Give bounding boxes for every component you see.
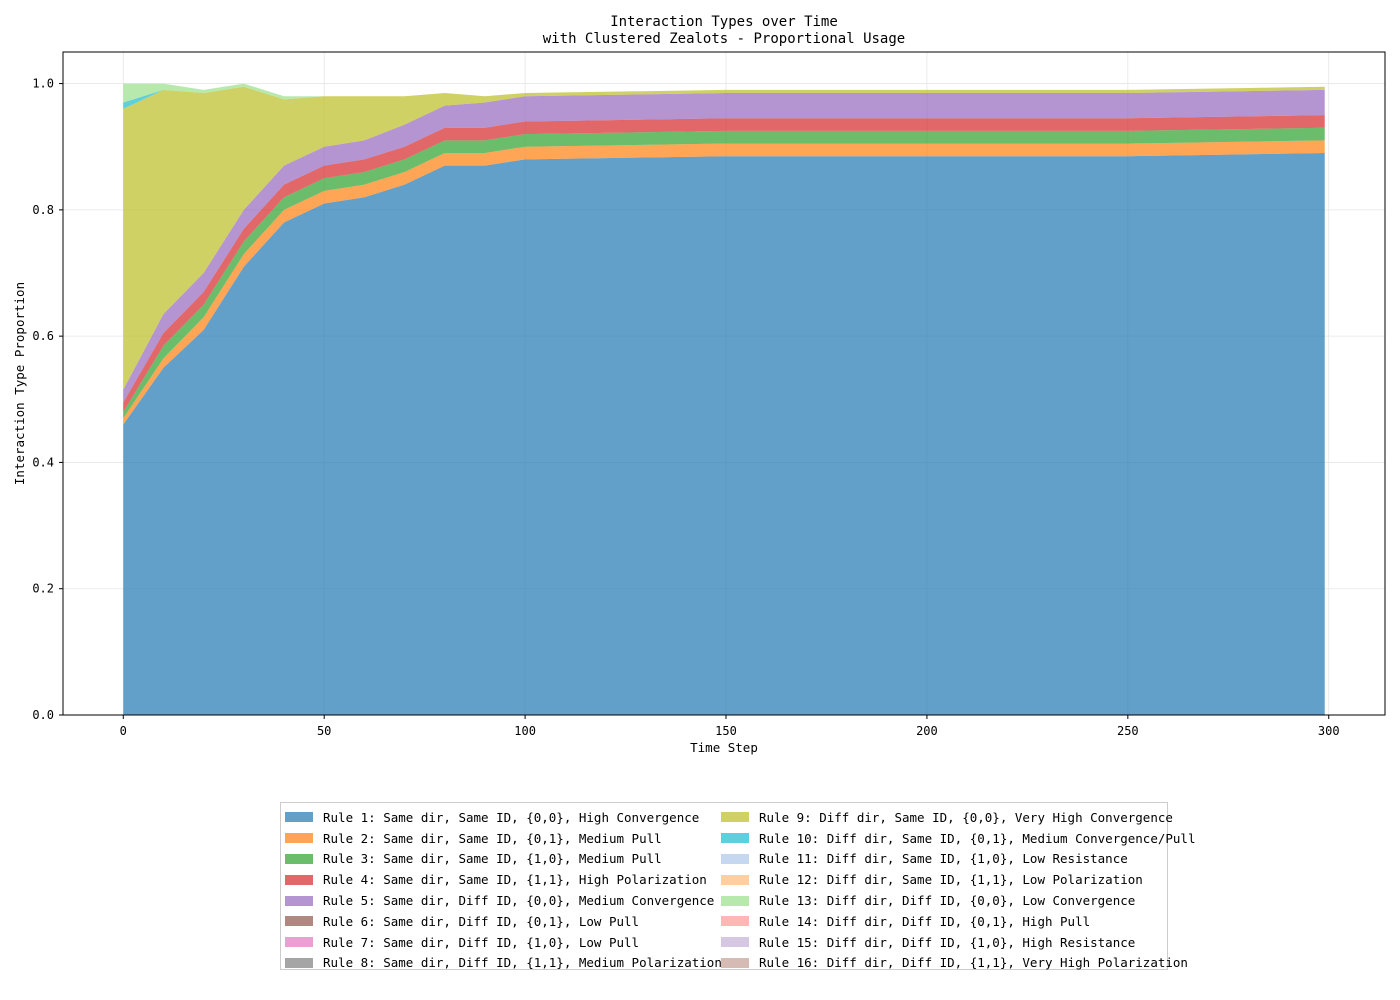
- chart-title: Interaction Types over Time with Cluster…: [543, 14, 905, 47]
- legend-swatch: [285, 916, 313, 927]
- legend-swatch: [285, 812, 313, 823]
- chart-title-line-2: with Clustered Zealots - Proportional Us…: [543, 31, 905, 47]
- axis-ticks: 0 50 100 150 200 250 300 0.0 0.2 0.4 0.6 0.8 1.0: [32, 77, 1339, 738]
- legend-label: Rule 1: Same dir, Same ID, {0,0}, High C…: [323, 809, 700, 825]
- chart-title-line-1: Interaction Types over Time: [610, 14, 838, 30]
- legend-label: Rule 5: Same dir, Diff ID, {0,0}, Medium…: [323, 893, 715, 909]
- plot-frame: [62, 51, 1386, 716]
- legend-item-rule-11: Rule 11: Diff dir, Same ID, {1,0}, Low R…: [721, 849, 1196, 870]
- legend-label: Rule 2: Same dir, Same ID, {0,1}, Medium…: [323, 830, 662, 846]
- legend-item-rule-4: Rule 4: Same dir, Same ID, {1,1}, High P…: [285, 869, 722, 890]
- legend-item-rule-6: Rule 6: Same dir, Diff ID, {0,1}, Low Pu…: [285, 911, 722, 932]
- legend-label: Rule 8: Same dir, Diff ID, {1,1}, Medium…: [323, 955, 722, 971]
- legend-label: Rule 16: Diff dir, Diff ID, {1,1}, Very …: [759, 955, 1188, 971]
- x-axis-label: Time Step: [690, 740, 758, 755]
- y-axis-label: Interaction Type Proportion: [12, 282, 27, 485]
- legend-label: Rule 14: Diff dir, Diff ID, {0,1}, High …: [759, 913, 1091, 929]
- legend-swatch: [721, 957, 749, 968]
- legend-swatch: [721, 833, 749, 844]
- x-tick-label: 250: [1117, 724, 1139, 738]
- legend-swatch: [721, 916, 749, 927]
- legend-item-rule-8: Rule 8: Same dir, Diff ID, {1,1}, Medium…: [285, 953, 722, 974]
- y-tick-label: 0.2: [32, 582, 54, 596]
- legend-swatch: [285, 833, 313, 844]
- area-series-layer: [123, 83, 1325, 715]
- legend-swatch: [721, 853, 749, 864]
- legend-label: Rule 15: Diff dir, Diff ID, {1,0}, High …: [759, 934, 1136, 950]
- area-series-rule-1: [123, 153, 1325, 715]
- stacked-area-chart: Interaction Types over Time with Cluster…: [12, 14, 1386, 755]
- legend-column-right: Rule 9: Diff dir, Same ID, {0,0}, Very H…: [721, 807, 1196, 973]
- legend-swatch: [285, 957, 313, 968]
- x-tick-label: 50: [317, 724, 331, 738]
- legend-label: Rule 6: Same dir, Diff ID, {0,1}, Low Pu…: [323, 913, 640, 929]
- legend-item-rule-2: Rule 2: Same dir, Same ID, {0,1}, Medium…: [285, 828, 722, 849]
- legend-item-rule-13: Rule 13: Diff dir, Diff ID, {0,0}, Low C…: [721, 890, 1196, 911]
- legend-swatch: [285, 853, 313, 864]
- legend-label: Rule 4: Same dir, Same ID, {1,1}, High P…: [323, 872, 707, 888]
- legend-swatch: [285, 895, 313, 906]
- legend-item-rule-7: Rule 7: Same dir, Diff ID, {1,0}, Low Pu…: [285, 932, 722, 953]
- area-series-rule-9: [123, 86, 1325, 390]
- legend-label: Rule 11: Diff dir, Same ID, {1,0}, Low R…: [759, 851, 1128, 867]
- legend-swatch: [721, 812, 749, 823]
- legend-item-rule-10: Rule 10: Diff dir, Same ID, {0,1}, Mediu…: [721, 828, 1196, 849]
- legend-item-rule-14: Rule 14: Diff dir, Diff ID, {0,1}, High …: [721, 911, 1196, 932]
- legend-swatch: [721, 937, 749, 948]
- x-tick-label: 150: [715, 724, 737, 738]
- legend-item-rule-16: Rule 16: Diff dir, Diff ID, {1,1}, Very …: [721, 953, 1196, 974]
- legend-label: Rule 10: Diff dir, Same ID, {0,1}, Mediu…: [759, 830, 1196, 846]
- legend-label: Rule 13: Diff dir, Diff ID, {0,0}, Low C…: [759, 893, 1136, 909]
- x-tick-label: 0: [120, 724, 127, 738]
- legend-item-rule-1: Rule 1: Same dir, Same ID, {0,0}, High C…: [285, 807, 722, 828]
- y-tick-label: 0.6: [32, 329, 54, 343]
- legend-swatch: [285, 874, 313, 885]
- x-tick-label: 300: [1318, 724, 1340, 738]
- legend-label: Rule 3: Same dir, Same ID, {1,0}, Medium…: [323, 851, 662, 867]
- area-series-rule-13: [123, 83, 1325, 103]
- y-tick-label: 0.0: [32, 708, 54, 722]
- y-tick-label: 0.8: [32, 203, 54, 217]
- legend-item-rule-12: Rule 12: Diff dir, Same ID, {1,1}, Low P…: [721, 869, 1196, 890]
- legend-label: Rule 12: Diff dir, Same ID, {1,1}, Low P…: [759, 872, 1143, 888]
- y-tick-label: 1.0: [32, 77, 54, 91]
- x-tick-label: 200: [916, 724, 938, 738]
- legend-swatch: [721, 895, 749, 906]
- legend-label: Rule 9: Diff dir, Same ID, {0,0}, Very H…: [759, 809, 1173, 825]
- legend-column-left: Rule 1: Same dir, Same ID, {0,0}, High C…: [285, 807, 722, 973]
- legend-label: Rule 7: Same dir, Diff ID, {1,0}, Low Pu…: [323, 934, 640, 950]
- legend-item-rule-3: Rule 3: Same dir, Same ID, {1,0}, Medium…: [285, 849, 722, 870]
- legend-swatch: [721, 874, 749, 885]
- chart-legend: Rule 1: Same dir, Same ID, {0,0}, High C…: [280, 802, 1196, 973]
- legend-item-rule-9: Rule 9: Diff dir, Same ID, {0,0}, Very H…: [721, 807, 1196, 828]
- legend-item-rule-5: Rule 5: Same dir, Diff ID, {0,0}, Medium…: [285, 890, 722, 911]
- legend-item-rule-15: Rule 15: Diff dir, Diff ID, {1,0}, High …: [721, 932, 1196, 953]
- legend-swatch: [285, 937, 313, 948]
- x-tick-label: 100: [514, 724, 536, 738]
- y-tick-label: 0.4: [32, 455, 54, 469]
